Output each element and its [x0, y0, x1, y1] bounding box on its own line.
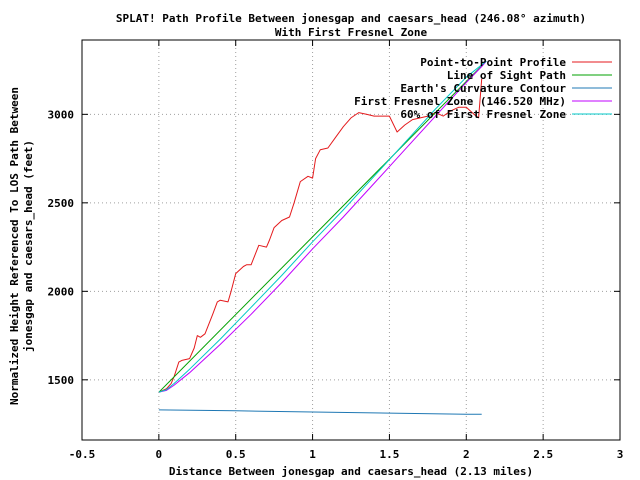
- fresnel-60-line: [158, 60, 487, 393]
- y-tick-label: 2500: [48, 197, 75, 210]
- x-tick-label: 2: [463, 448, 470, 461]
- legend-label: Line of Sight Path: [447, 69, 566, 82]
- y-tick-labels: 1500 2000 2500 3000: [48, 108, 75, 386]
- x-tick-label: 0.5: [226, 448, 246, 461]
- legend-label: Point-to-Point Profile: [420, 56, 566, 69]
- y-axis-label-line2: jonesgap and caesars_head (feet): [22, 140, 35, 352]
- x-tick-label: 0: [156, 448, 163, 461]
- y-tick-label: 2000: [48, 285, 75, 298]
- profile-line: [158, 78, 483, 393]
- x-tick-label: -0.5: [69, 448, 96, 461]
- series-layer: [158, 60, 487, 415]
- y-tick-label: 1500: [48, 374, 75, 387]
- x-tick-labels: -0.5 0 0.5 1 1.5 2 2.5 3: [69, 448, 624, 461]
- fresnel-zone-line: [158, 60, 487, 393]
- y-axis-label-line1: Normalized Height Referenced To LOS Path…: [8, 87, 21, 405]
- legend-label: First Fresnel Zone (146.520 MHz): [354, 95, 566, 108]
- tick-layer: [81, 40, 621, 440]
- line-of-sight-line: [158, 60, 487, 393]
- chart-title: SPLAT! Path Profile Between jonesgap and…: [116, 12, 586, 25]
- earth-curvature-line: [158, 409, 482, 415]
- y-tick-label: 3000: [48, 108, 75, 121]
- x-tick-label: 1.5: [379, 448, 399, 461]
- chart-subtitle: With First Fresnel Zone: [275, 26, 428, 39]
- legend-label: 60% of First Fresnel Zone: [400, 108, 566, 121]
- x-tick-label: 1: [309, 448, 316, 461]
- x-axis-label: Distance Between jonesgap and caesars_he…: [169, 465, 533, 478]
- legend-label: Earth's Curvature Contour: [400, 82, 566, 95]
- plot-frame: [81, 39, 621, 441]
- x-tick-label: 3: [617, 448, 624, 461]
- x-tick-label: 2.5: [533, 448, 553, 461]
